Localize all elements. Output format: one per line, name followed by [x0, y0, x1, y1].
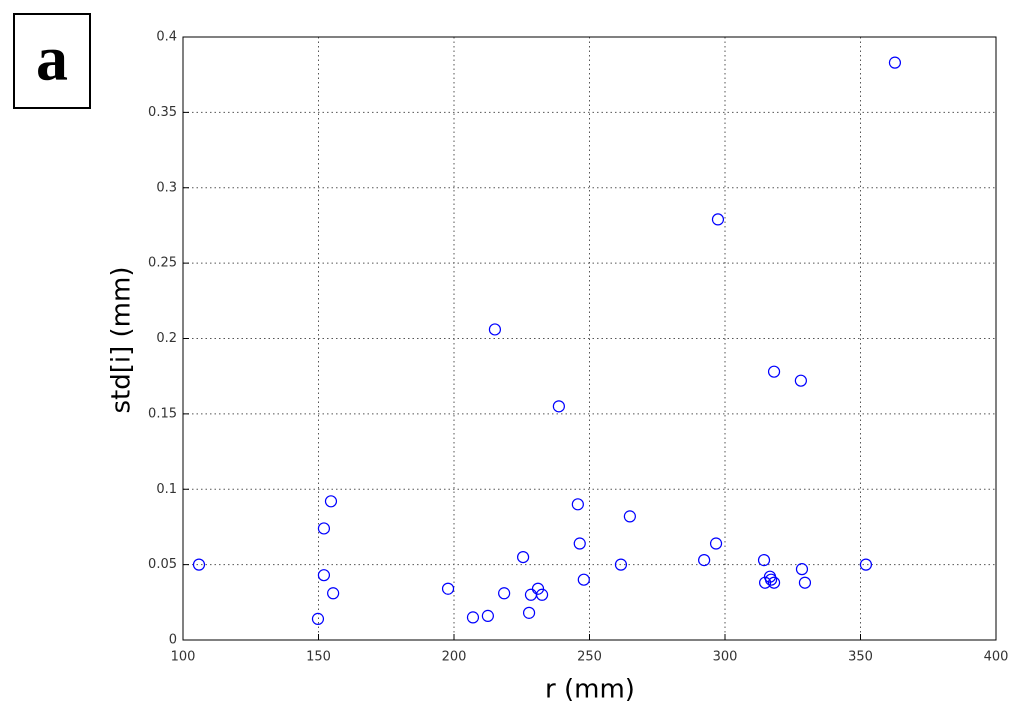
point — [798, 576, 812, 589]
point — [524, 588, 538, 601]
point — [317, 522, 331, 535]
y-tick-label: 0.2 — [156, 331, 177, 346]
point — [571, 498, 584, 511]
x-tick-label: 200 — [442, 650, 467, 665]
point — [614, 558, 628, 571]
y-tick-label: 0.05 — [148, 557, 177, 572]
point — [859, 558, 873, 571]
y-tick-label: 0.1 — [156, 482, 177, 497]
point — [888, 56, 902, 69]
point — [698, 554, 711, 567]
point — [709, 537, 723, 550]
point — [481, 609, 494, 622]
point — [577, 573, 590, 586]
point — [531, 582, 545, 595]
x-tick-label: 300 — [713, 650, 738, 665]
y-tick-label: 0.4 — [156, 30, 177, 45]
x-tick-label: 350 — [848, 650, 873, 665]
x-tick-label: 400 — [984, 650, 1009, 665]
y-tick-label: 0.35 — [148, 105, 177, 120]
point — [757, 554, 771, 567]
point — [623, 510, 636, 523]
point — [552, 400, 565, 413]
point — [517, 550, 530, 564]
point — [327, 587, 340, 600]
panel-label: a — [36, 23, 68, 94]
point — [466, 611, 480, 624]
y-tick-label: 0 — [169, 633, 177, 648]
point — [573, 537, 586, 550]
point — [764, 573, 778, 586]
point — [324, 495, 338, 508]
point — [795, 563, 809, 576]
point — [535, 588, 549, 601]
point — [767, 365, 781, 378]
point — [488, 323, 502, 336]
point — [317, 569, 331, 582]
point — [794, 374, 807, 387]
plot-frame — [182, 36, 997, 641]
point — [311, 612, 325, 625]
y-axis-label: std[i] (mm) — [107, 267, 137, 414]
y-tick-label: 0.15 — [148, 406, 177, 421]
point — [711, 213, 725, 226]
point — [441, 582, 455, 595]
point — [192, 558, 206, 571]
x-tick-label: 250 — [577, 650, 602, 665]
x-tick-label: 150 — [306, 650, 331, 665]
point — [767, 576, 781, 589]
point — [498, 587, 511, 600]
point — [522, 606, 536, 619]
y-tick-label: 0.25 — [148, 256, 177, 271]
y-tick-label: 0.3 — [156, 180, 177, 195]
x-tick-label: 100 — [171, 650, 196, 665]
x-axis-label: r (mm) — [545, 675, 635, 705]
panel-label-box — [13, 13, 91, 109]
